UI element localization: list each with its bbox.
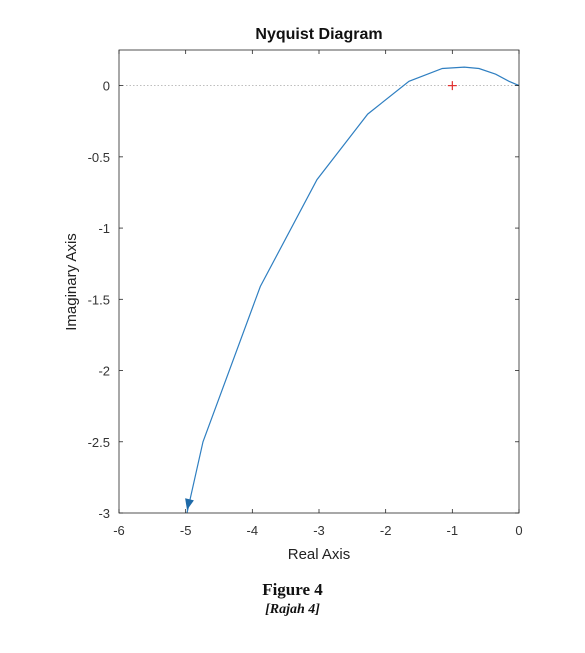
x-tick-label: 0 — [515, 523, 522, 538]
x-tick-label: -3 — [313, 523, 325, 538]
x-tick-label: -4 — [247, 523, 259, 538]
nyquist-chart: Nyquist Diagram Real Axis Imaginary Axis… — [63, 26, 523, 563]
y-axis-label: Imaginary Axis — [63, 233, 80, 331]
y-tick-label: -0.5 — [88, 150, 110, 165]
figure-caption-translation: [Rajah 4] — [265, 602, 320, 617]
chart-container: Nyquist Diagram Real Axis Imaginary Axis… — [63, 26, 523, 563]
x-tick-label: -1 — [447, 523, 459, 538]
series-layer — [185, 66, 520, 514]
tick-layer: -6 -5 -4 -3 -2 -1 0 0 -0.5 -1 -1.5 -2 -2.5 -3 — [88, 50, 523, 538]
x-tick-label: -6 — [113, 523, 125, 538]
y-tick-label: -3 — [98, 506, 110, 521]
x-tick-label: -5 — [180, 523, 192, 538]
plot-background — [119, 50, 519, 513]
nyquist-curve — [186, 66, 520, 514]
y-tick-label: -1.5 — [88, 292, 110, 307]
chart-title: Nyquist Diagram — [255, 26, 382, 43]
x-axis-label: Real Axis — [288, 546, 351, 563]
y-tick-label: 0 — [103, 79, 110, 94]
y-tick-label: -2.5 — [88, 435, 110, 450]
critical-point-marker — [447, 81, 457, 91]
y-tick-label: -2 — [98, 364, 110, 379]
x-tick-label: -2 — [380, 523, 392, 538]
figure-caption: Figure 4 — [262, 580, 323, 599]
marker-layer — [447, 81, 457, 91]
direction-arrow — [185, 498, 194, 510]
y-tick-label: -1 — [98, 221, 110, 236]
